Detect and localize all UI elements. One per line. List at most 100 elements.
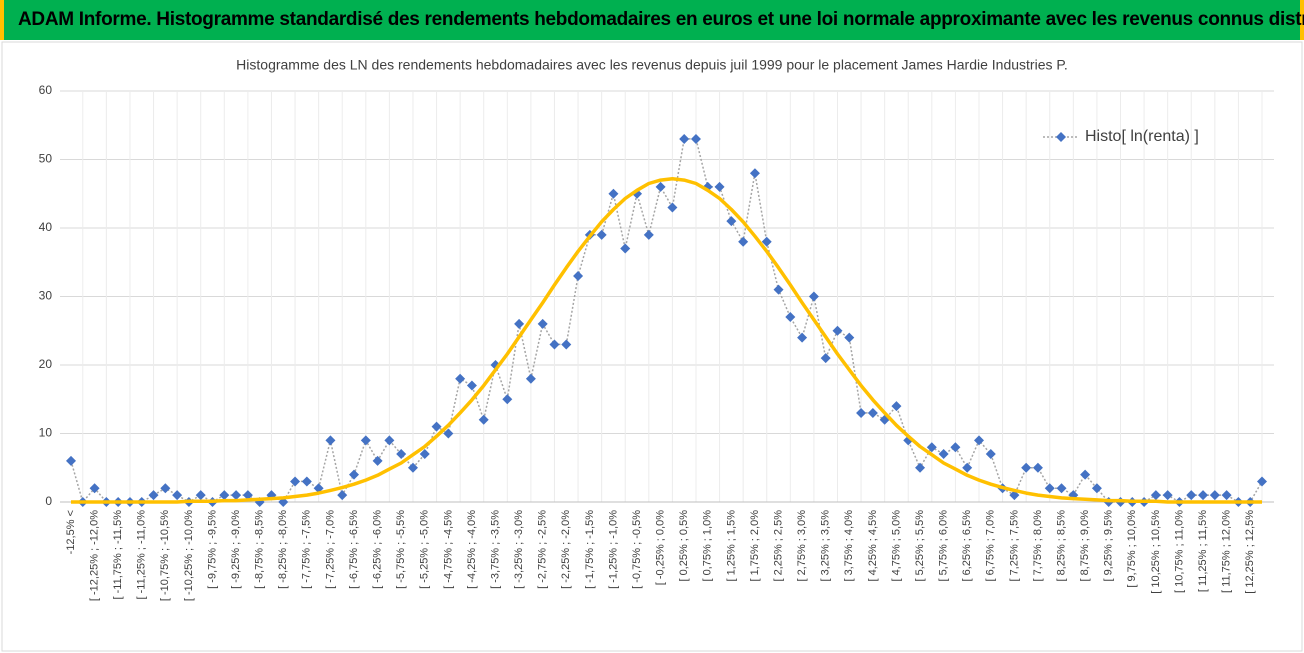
data-point <box>832 325 843 336</box>
y-tick-label: 60 <box>39 83 53 97</box>
data-point <box>290 476 301 487</box>
x-tick-label: [ -0,25% ; 0,0% <box>655 510 667 585</box>
x-tick-label: [ -10,75% ; -10,5% <box>159 510 171 601</box>
data-point <box>962 462 973 473</box>
x-tick-label: [ 3,75% ; 4,0% <box>843 510 855 582</box>
data-point <box>89 483 100 494</box>
normal-curve <box>71 176 1262 504</box>
x-tick-label: [ -1,75% ; -1,5% <box>584 510 596 589</box>
data-point <box>749 168 760 179</box>
x-tick-label: [ 1,75% ; 2,0% <box>749 510 761 582</box>
x-tick-label: [ -1,25% ; -1,0% <box>607 510 619 589</box>
data-point <box>561 339 572 350</box>
data-point <box>537 318 548 329</box>
data-point <box>643 229 654 240</box>
data-point <box>525 373 536 384</box>
x-tick-label: [ -2,25% ; -2,0% <box>560 510 572 589</box>
x-tick-label: [ 10,25% ; 10,5% <box>1150 510 1162 594</box>
data-point <box>690 133 701 144</box>
x-tick-label: [ 5,25% ; 5,5% <box>914 510 926 582</box>
data-point <box>349 469 360 480</box>
data-point <box>938 449 949 460</box>
x-tick-label: [ 12,25% ; 12,5% <box>1244 510 1256 594</box>
data-point <box>231 490 242 501</box>
data-point <box>808 291 819 302</box>
x-tick-label: [ 7,75% ; 8,0% <box>1032 510 1044 582</box>
data-point <box>1056 483 1067 494</box>
data-point <box>195 490 206 501</box>
data-point <box>301 476 312 487</box>
data-point <box>455 373 466 384</box>
data-point <box>596 229 607 240</box>
x-tick-label: [ 10,75% ; 11,0% <box>1173 510 1185 593</box>
x-tick-label: [ -7,75% ; -7,5% <box>301 510 313 589</box>
x-tick-label: [ -7,25% ; -7,0% <box>324 510 336 589</box>
data-point <box>172 490 183 501</box>
chart-frame <box>1 41 1303 652</box>
data-point <box>384 435 395 446</box>
y-tick-label: 20 <box>39 357 53 371</box>
x-tick-label: [ -6,75% ; -6,5% <box>348 510 360 589</box>
data-point <box>360 435 371 446</box>
x-tick-label: [ 4,75% ; 5,0% <box>890 510 902 582</box>
data-point <box>1080 469 1091 480</box>
data-point <box>407 462 418 473</box>
data-point <box>867 407 878 418</box>
x-tick-label: [ 6,25% ; 6,5% <box>961 510 973 582</box>
data-point <box>820 353 831 364</box>
x-tick-label: [ -0,75% ; -0,5% <box>631 510 643 589</box>
data-point <box>761 236 772 247</box>
x-tick-label: [ -10,25% ; -10,0% <box>183 510 195 601</box>
x-tick-label: [ 4,25% ; 4,5% <box>867 510 879 582</box>
x-tick-label: [ 11,25% ; 11,5% <box>1197 510 1209 592</box>
series-line <box>70 138 1263 503</box>
x-tick-label: [ -4,75% ; -4,5% <box>442 510 454 589</box>
data-point <box>549 339 560 350</box>
data-point <box>325 435 336 446</box>
x-tick-label: [ 9,75% ; 10,0% <box>1126 510 1138 588</box>
x-tick-label: [ -8,75% ; -8,5% <box>254 510 266 589</box>
data-point <box>242 490 253 501</box>
y-tick-label: 50 <box>39 152 53 166</box>
x-tick-label: [ -12,25% ; -12,0% <box>88 510 100 601</box>
data-point <box>1221 490 1232 501</box>
y-tick-label: 10 <box>39 426 53 440</box>
x-tick-label: [ -9,25% ; -9,0% <box>230 510 242 589</box>
data-point <box>773 284 784 295</box>
data-point <box>726 216 737 227</box>
data-point <box>915 462 926 473</box>
data-point <box>1044 483 1055 494</box>
data-point <box>679 133 690 144</box>
y-tick-label: 0 <box>45 494 52 508</box>
data-point <box>1186 490 1197 501</box>
data-point <box>1021 462 1032 473</box>
data-point <box>973 435 984 446</box>
x-tick-label: [ 8,25% ; 8,5% <box>1055 510 1067 582</box>
y-tick-label: 30 <box>39 289 53 303</box>
data-point <box>396 449 407 460</box>
data-point <box>514 318 525 329</box>
chart-title: Histogramme des LN des rendements hebdom… <box>236 57 1068 73</box>
x-tick-label: [ -11,75% ; -11,5% <box>112 510 124 600</box>
data-point <box>950 442 961 453</box>
data-point <box>219 490 230 501</box>
data-point <box>148 490 159 501</box>
data-point <box>1209 490 1220 501</box>
data-point <box>466 380 477 391</box>
x-tick-label: [ 1,25% ; 1,5% <box>725 510 737 582</box>
x-tick-label: [ -11,25% ; -11,0% <box>136 510 148 600</box>
x-tick-label: [ 8,75% ; 9,0% <box>1079 510 1091 582</box>
data-point <box>797 332 808 343</box>
x-tick-label: [ 0,75% ; 1,0% <box>702 510 714 582</box>
data-point <box>667 202 678 213</box>
data-point <box>891 401 902 412</box>
data-point <box>66 455 76 466</box>
data-point <box>502 394 513 405</box>
x-tick-label: [ 2,75% ; 3,0% <box>796 510 808 582</box>
data-point <box>1032 462 1043 473</box>
header-title: ADAM Informe. Histogramme standardisé de… <box>18 9 1304 30</box>
data-point <box>1198 490 1209 501</box>
data-point <box>1150 490 1161 501</box>
header: ADAM Informe. Histogramme standardisé de… <box>0 0 1304 40</box>
data-point <box>443 428 454 439</box>
